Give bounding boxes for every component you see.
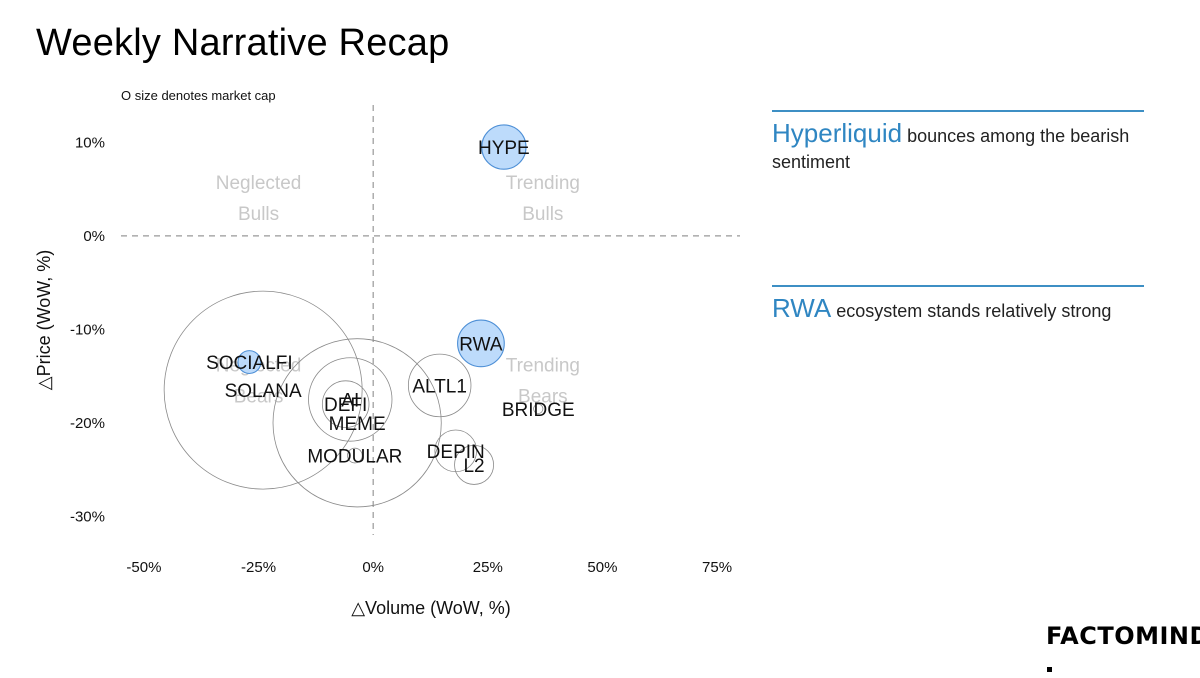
bubble-bridge (533, 403, 544, 414)
annotation-text: bounces among the bearish sentiment (772, 126, 1130, 172)
bubble-label-socialfi: SOCIALFI (206, 353, 293, 374)
annotation-text: ecosystem stands relatively strong (831, 301, 1112, 321)
quadrant-label: Trending (506, 173, 580, 194)
bubble-label-hype: HYPE (478, 138, 530, 159)
bubble-label-bridge: BRIDGE (502, 400, 575, 421)
x-tick-label: 50% (587, 559, 617, 576)
y-tick-label: 10% (75, 134, 105, 151)
x-tick-label: 25% (473, 559, 503, 576)
size-legend-note: O size denotes market cap (121, 88, 276, 103)
quadrant-label: Bulls (238, 204, 279, 225)
bubble-label-l2: L2 (463, 456, 484, 477)
annotation-hyperliquid: Hyperliquid bounces among the bearish se… (772, 110, 1144, 175)
bubble-label-altl1: ALTL1 (412, 376, 467, 397)
bubble-socialfi (237, 350, 262, 375)
quadrant-label: Trending (506, 355, 580, 376)
x-tick-label: 0% (362, 559, 384, 576)
y-tick-label: 0% (83, 228, 105, 245)
x-tick-label: -25% (241, 559, 276, 576)
bubble-rwa (457, 319, 505, 368)
x-tick-label: -50% (126, 559, 161, 576)
bubble-modular (347, 447, 363, 464)
y-tick-label: -30% (70, 508, 105, 525)
bubble-ai (308, 357, 393, 442)
page-title: Weekly Narrative Recap (36, 22, 450, 64)
bubble-label-solana: SOLANA (225, 381, 302, 402)
factomind-logo: FACTOMIND (1046, 622, 1200, 678)
quadrant-label: Bulls (522, 204, 563, 225)
bubble-solana (163, 290, 363, 490)
y-axis-title: △Price (WoW, %) (34, 250, 54, 391)
bubble-hype (481, 124, 527, 170)
bubble-l2 (454, 444, 494, 485)
bubble-label-depin: DEPIN (427, 442, 485, 463)
bubble-defi (321, 380, 370, 428)
annotation-highlight: Hyperliquid (772, 118, 903, 148)
bubble-label-modular: MODULAR (307, 447, 402, 468)
bubble-label-meme: MEME (329, 414, 386, 435)
x-axis-title: △Volume (WoW, %) (351, 598, 511, 618)
annotation-highlight: RWA (772, 293, 832, 323)
bubble-label-defi: DEFI (324, 395, 367, 416)
y-tick-label: -10% (70, 321, 105, 338)
bubble-altl1 (407, 353, 472, 418)
bubble-chart: NeglectedBullsTrendingBullsNeglectedBear… (34, 105, 740, 618)
quadrant-label: Bears (518, 386, 568, 407)
annotation-rwa: RWA ecosystem stands relatively strong (772, 285, 1144, 324)
quadrant-label: Bears (234, 386, 284, 407)
bubble-meme (272, 338, 442, 508)
quadrant-label: Neglected (216, 173, 302, 194)
y-tick-label: -20% (70, 415, 105, 432)
bubble-label-ai: AI (341, 390, 359, 411)
bubble-label-rwa: RWA (459, 334, 503, 355)
x-tick-label: 75% (702, 559, 732, 576)
